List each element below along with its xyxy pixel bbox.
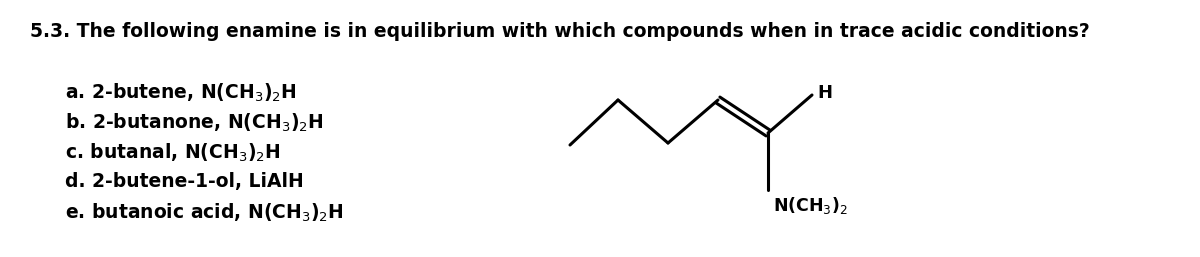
Text: b. 2-butanone, N(CH$_3$)$_2$H: b. 2-butanone, N(CH$_3$)$_2$H — [65, 112, 324, 134]
Text: d. 2-butene-1-ol, LiAlH: d. 2-butene-1-ol, LiAlH — [65, 172, 304, 191]
Text: e. butanoic acid, N(CH$_3$)$_2$H: e. butanoic acid, N(CH$_3$)$_2$H — [65, 202, 343, 224]
Text: c. butanal, N(CH$_3$)$_2$H: c. butanal, N(CH$_3$)$_2$H — [65, 142, 281, 164]
Text: H: H — [817, 84, 832, 102]
Text: a. 2-butene, N(CH$_3$)$_2$H: a. 2-butene, N(CH$_3$)$_2$H — [65, 82, 296, 104]
Text: N(CH$_3$)$_2$: N(CH$_3$)$_2$ — [773, 195, 848, 216]
Text: 5.3. The following enamine is in equilibrium with which compounds when in trace : 5.3. The following enamine is in equilib… — [30, 22, 1090, 41]
